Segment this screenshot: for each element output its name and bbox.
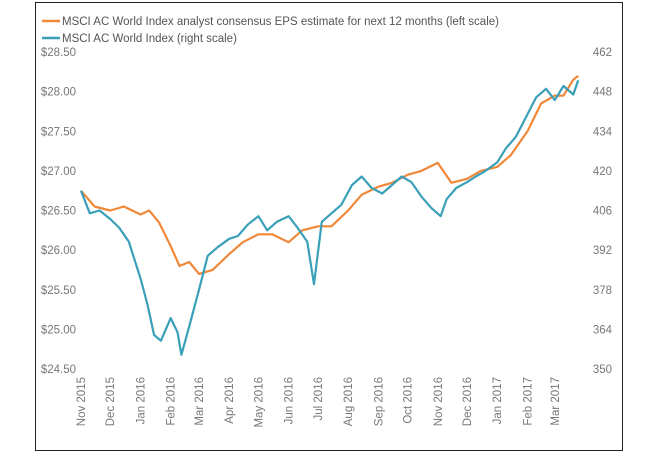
x-tick-label: Feb 2017: [522, 377, 534, 426]
world-index-line: [79, 79, 580, 356]
x-tick-label: May 2016: [253, 377, 265, 428]
right-tick-label: 448: [593, 87, 612, 99]
right-tick-label: 434: [593, 126, 613, 138]
left-tick-label: $26.50: [41, 206, 76, 218]
left-tick-label: $28.00: [41, 87, 76, 99]
left-tick-label: $24.50: [41, 364, 76, 376]
x-tick-label: Mar 2016: [194, 377, 206, 426]
right-tick-label: 364: [593, 324, 613, 336]
x-tick-label: Jul 2016: [313, 377, 325, 420]
right-tick-label: 392: [593, 245, 612, 257]
eps-estimate-line: [80, 74, 579, 275]
legend-label: MSCI AC World Index (right scale): [62, 33, 237, 45]
x-tick-label: Jun 2016: [284, 377, 296, 424]
left-tick-label: $25.50: [41, 285, 76, 297]
left-axis-ticks: $24.50 $25.00 $25.50 $26.00 $26.50 $27.00 $27.…: [41, 47, 76, 376]
x-tick-label: Dec 2015: [105, 377, 117, 426]
x-tick-label: Apr 2016: [224, 377, 236, 424]
x-tick-label: Aug 2016: [343, 377, 355, 426]
x-tick-label: Jan 2016: [135, 377, 147, 424]
x-tick-label: Mar 2017: [550, 377, 562, 426]
right-tick-label: 378: [593, 285, 612, 297]
right-tick-label: 420: [593, 166, 612, 178]
legend-label: MSCI AC World Index analyst consensus EP…: [62, 16, 499, 28]
left-tick-label: $27.50: [41, 126, 76, 138]
series-lines: [79, 74, 580, 356]
x-tick-label: Sep 2016: [373, 377, 385, 426]
x-tick-label: Oct 2016: [403, 377, 415, 424]
left-tick-label: $28.50: [41, 47, 76, 59]
chart-frame: MSCI AC World Index analyst consensus EP…: [35, 2, 623, 451]
x-tick-label: Jan 2017: [492, 377, 504, 424]
x-tick-label: Nov 2016: [433, 377, 445, 426]
right-tick-label: 462: [593, 47, 612, 59]
left-tick-label: $26.00: [41, 245, 76, 257]
right-tick-label: 350: [593, 364, 612, 376]
dual-axis-line-chart: MSCI AC World Index analyst consensus EP…: [41, 16, 613, 428]
left-tick-label: $27.00: [41, 166, 76, 178]
right-axis-ticks: 350 364 378 392 406 420 434 448 462: [593, 47, 613, 376]
x-tick-label: Feb 2016: [166, 377, 178, 426]
left-tick-label: $25.00: [41, 324, 76, 336]
x-tick-label: Nov 2015: [76, 377, 88, 426]
x-tick-label: Dec 2016: [462, 377, 474, 426]
right-tick-label: 406: [593, 206, 612, 218]
legend: MSCI AC World Index analyst consensus EP…: [42, 16, 499, 45]
x-axis-ticks: Nov 2015 Dec 2015 Jan 2016 Feb 2016 Mar 2016…: [76, 377, 562, 428]
